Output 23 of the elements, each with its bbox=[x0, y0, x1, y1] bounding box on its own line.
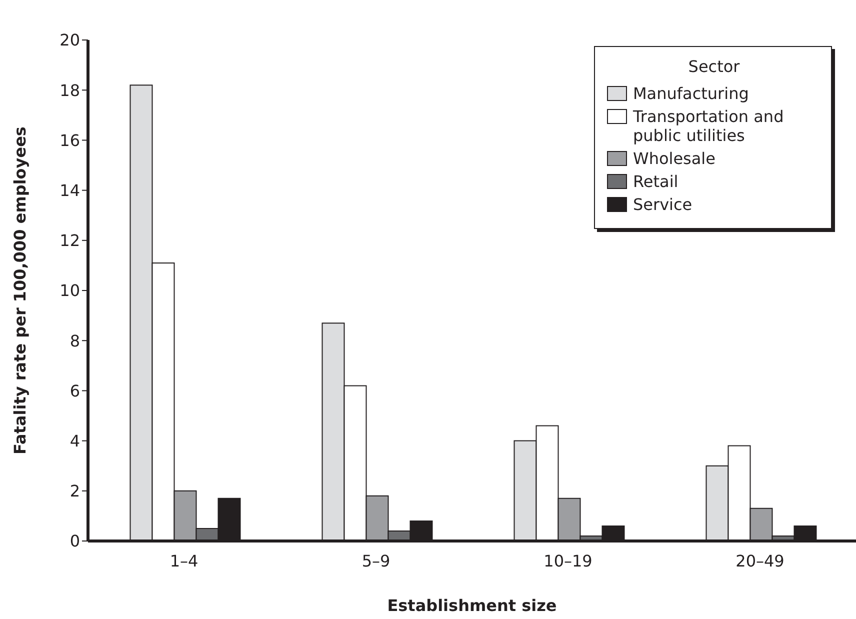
y-tick-label: 12 bbox=[60, 231, 80, 250]
legend-label: Retail bbox=[633, 172, 678, 191]
legend-title: Sector bbox=[687, 57, 741, 76]
x-axis-title: Establishment size bbox=[387, 596, 557, 615]
y-tick-label: 0 bbox=[70, 532, 80, 551]
x-tick-label: 5–9 bbox=[362, 551, 390, 570]
y-axis-title: Fatality rate per 100,000 employees bbox=[10, 126, 30, 454]
y-tick-label: 18 bbox=[60, 80, 80, 100]
y-tick-label: 14 bbox=[60, 180, 80, 200]
y-tick-label: 10 bbox=[60, 281, 80, 300]
y-tick-label: 16 bbox=[60, 130, 80, 150]
legend-label: Manufacturing bbox=[633, 84, 749, 103]
legend-label: Service bbox=[633, 195, 692, 214]
y-tick-label: 2 bbox=[70, 482, 80, 501]
y-tick-label: 4 bbox=[70, 431, 80, 450]
x-tick-label: 1–4 bbox=[170, 551, 198, 570]
legend-label: Transportation and public utilities bbox=[633, 107, 785, 145]
x-tick-label: 20–49 bbox=[736, 551, 784, 570]
y-tick-label: 20 bbox=[60, 30, 80, 50]
legend-label: Wholesale bbox=[633, 149, 716, 168]
y-tick-label: 8 bbox=[70, 331, 80, 350]
x-tick-label: 10–19 bbox=[544, 551, 592, 570]
y-tick-label: 6 bbox=[70, 381, 80, 400]
